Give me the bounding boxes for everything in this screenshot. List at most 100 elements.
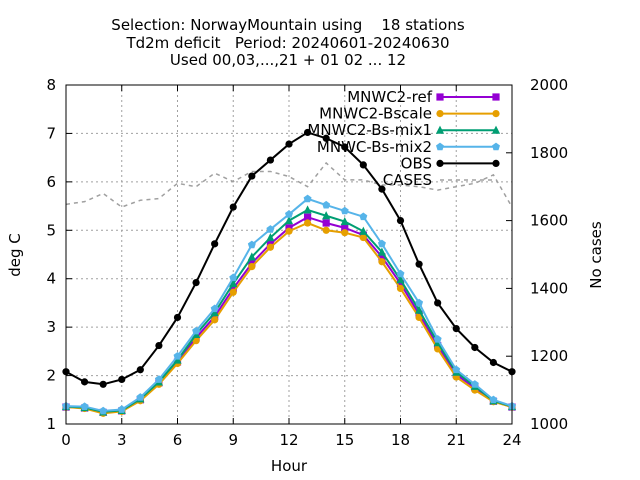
data-point <box>359 233 367 242</box>
x-tick-label: 3 <box>117 431 127 449</box>
data-point <box>415 298 424 307</box>
data-point <box>284 216 294 225</box>
data-point <box>322 134 330 142</box>
data-point <box>211 240 219 248</box>
data-point <box>285 227 293 235</box>
data-point <box>211 316 219 324</box>
y-tick-label: 1 <box>46 415 56 433</box>
data-point <box>248 263 256 271</box>
data-point <box>489 358 498 367</box>
y-tick-label: 3 <box>46 318 56 336</box>
y2-tick-label: 2000 <box>530 76 568 94</box>
cases-series-layer <box>65 161 513 208</box>
data-point <box>266 232 275 242</box>
y2-tick-label: 1400 <box>530 279 568 297</box>
data-point <box>303 219 312 227</box>
data-point <box>303 213 312 221</box>
legend-marker <box>436 159 444 167</box>
data-point <box>117 405 126 413</box>
y-tick-label: 6 <box>46 173 56 191</box>
series-line <box>65 161 513 208</box>
data-point <box>99 406 108 415</box>
series-layer <box>61 128 517 417</box>
data-point <box>229 203 237 211</box>
data-point <box>378 258 386 266</box>
x-tick-label: 0 <box>61 431 71 449</box>
data-point <box>80 378 89 386</box>
title-line-1: Selection: NorwayMountain using 18 stati… <box>111 16 465 34</box>
x-axis-label: Hour <box>271 457 308 475</box>
data-point <box>303 205 312 214</box>
series-5 <box>65 161 513 208</box>
y2-axis-label: No cases <box>587 221 605 289</box>
data-point <box>266 225 275 233</box>
legend-label: MNWC2-Bscale <box>319 105 432 123</box>
data-point <box>377 239 386 248</box>
legend-label: MNWC2-ref <box>347 88 432 106</box>
data-point <box>192 278 200 287</box>
y2-tick-label: 1000 <box>530 415 568 433</box>
series-3 <box>62 194 516 415</box>
legend-label: OBS <box>401 154 432 172</box>
data-point <box>155 341 163 350</box>
x-tick-label: 15 <box>335 431 354 449</box>
legend-marker <box>492 159 500 167</box>
data-point <box>341 229 349 237</box>
x-tick-label: 24 <box>502 431 521 449</box>
y2-tick-label: 1800 <box>530 144 568 162</box>
y-tick-label: 8 <box>46 76 56 94</box>
data-point <box>378 185 386 193</box>
data-point <box>192 337 200 345</box>
y-axis-label: deg C <box>6 233 24 277</box>
data-point <box>359 212 368 221</box>
data-point <box>322 211 331 220</box>
data-point <box>396 284 405 292</box>
data-point <box>433 335 442 343</box>
y2-tick-label: 1600 <box>530 212 568 230</box>
data-point <box>266 156 275 164</box>
data-point <box>154 375 163 383</box>
data-point <box>452 324 460 333</box>
y-tick-label: 4 <box>46 270 56 288</box>
data-point <box>229 273 238 282</box>
data-point <box>377 247 387 256</box>
x-tick-label: 9 <box>228 431 238 449</box>
data-point <box>248 172 256 180</box>
data-point <box>322 219 330 227</box>
data-point <box>396 269 405 278</box>
legend-marker <box>492 142 500 151</box>
data-point <box>434 299 442 307</box>
data-point <box>229 288 237 296</box>
data-point <box>229 284 237 292</box>
data-point <box>322 200 331 209</box>
title-line-3: Used 00,03,...,21 + 01 02 ... 12 <box>170 51 406 69</box>
legend-label: MNWC2-Bs-mix1 <box>307 121 432 139</box>
data-point <box>118 375 126 384</box>
y-tick-label: 7 <box>46 124 56 142</box>
x-tick-label: 18 <box>391 431 410 449</box>
x-tick-label: 12 <box>279 431 298 449</box>
data-point <box>452 365 461 374</box>
data-point <box>80 402 89 410</box>
chart-title: Selection: NorwayMountain using 18 stati… <box>111 16 465 69</box>
legend-marker <box>492 110 500 118</box>
x-tick-label: 21 <box>447 431 466 449</box>
legend: MNWC2-refMNWC2-BscaleMNWC2-Bs-mix1MNWC-B… <box>307 88 501 189</box>
data-point <box>415 313 423 322</box>
data-point <box>415 260 423 268</box>
y-tick-label: 5 <box>46 221 56 239</box>
data-point <box>396 279 405 288</box>
data-point <box>247 240 256 249</box>
y2-tick-label: 1200 <box>530 347 568 365</box>
data-point <box>210 304 219 313</box>
x-tick-label: 6 <box>173 431 183 449</box>
y2-axis: 1000 1200 1400 1600 1800 2000 <box>506 76 568 433</box>
legend-label: MNWC-Bs-mix2 <box>317 138 432 156</box>
y-tick-label: 2 <box>46 367 56 385</box>
data-point <box>322 226 330 234</box>
data-point <box>396 275 405 284</box>
y-axis: 1 2 3 4 5 6 7 8 <box>46 76 72 433</box>
data-point <box>136 393 145 401</box>
data-point <box>173 313 182 322</box>
